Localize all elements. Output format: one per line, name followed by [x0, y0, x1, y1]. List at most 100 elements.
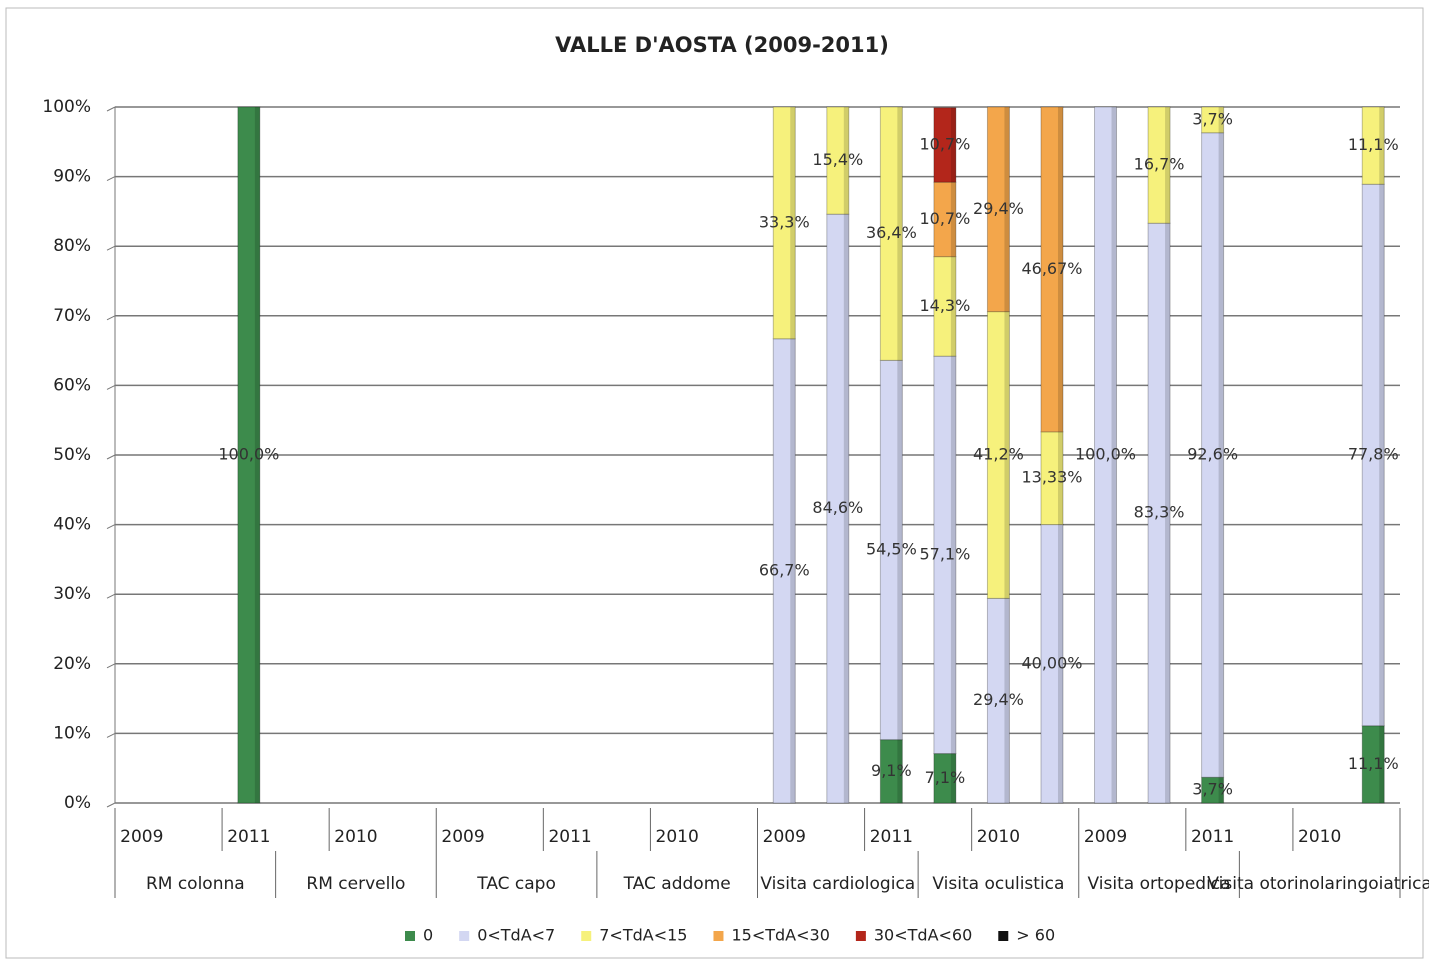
bar-shade: [1057, 107, 1063, 432]
value-label: 16,7%: [1134, 155, 1185, 174]
legend-label: 0: [423, 926, 433, 945]
bar-shade: [950, 256, 956, 357]
y-tick-label: 20%: [53, 654, 91, 674]
x-tick-label: 2010: [977, 827, 1020, 847]
bar-shade: [897, 107, 903, 361]
y-tick-label: 30%: [53, 584, 91, 604]
bar-segment: [1147, 106, 1171, 224]
value-label: 3,7%: [1192, 780, 1233, 799]
x-tick-label: 2010: [656, 827, 699, 847]
bar-segment: [933, 107, 957, 183]
group-label: RM colonna: [146, 874, 245, 894]
bar-segment: [1094, 106, 1118, 804]
value-label: 33,3%: [759, 212, 810, 231]
bar-shade: [1379, 725, 1385, 803]
bar-shade: [254, 107, 260, 803]
value-label: 77,8%: [1348, 445, 1399, 464]
bar-segment: [237, 106, 261, 804]
value-label: 100,0%: [218, 445, 279, 464]
value-label: 29,4%: [973, 199, 1024, 218]
value-label: 36,4%: [866, 223, 917, 242]
bar-shade: [790, 107, 796, 339]
x-tick-label: 2011: [1191, 827, 1234, 847]
value-label: 100,0%: [1075, 445, 1136, 464]
y-tick-label: 10%: [53, 723, 91, 743]
group-label: Visita cardiologica: [760, 874, 915, 894]
value-label: 83,3%: [1134, 503, 1185, 522]
value-label: 66,7%: [759, 560, 810, 579]
y-tick-label: 0%: [64, 793, 91, 813]
legend-label: > 60: [1016, 926, 1055, 945]
bar-shade: [1004, 107, 1010, 312]
bar-shade: [1004, 311, 1010, 599]
x-tick-label: 2010: [1298, 827, 1341, 847]
value-label: 57,1%: [919, 544, 970, 563]
bar-shade: [897, 360, 903, 740]
legend-swatch: [459, 931, 470, 941]
group-label: Visita otorinolaringoiatrica: [1207, 874, 1429, 894]
value-label: 9,1%: [871, 761, 912, 780]
value-label: 15,4%: [812, 150, 863, 169]
legend-swatch: [998, 931, 1009, 941]
bar-shade: [897, 739, 903, 803]
bar-segment: [772, 106, 796, 340]
legend-swatch: [405, 931, 415, 941]
y-tick: [106, 593, 116, 599]
value-label: 11,1%: [1348, 754, 1399, 773]
bar-shade: [1165, 107, 1171, 224]
y-tick: [106, 384, 116, 390]
bar-shade: [843, 214, 849, 803]
y-tick: [106, 106, 116, 112]
y-tick-label: 80%: [53, 236, 91, 256]
value-label: 29,4%: [973, 690, 1024, 709]
bar-shade: [950, 753, 956, 803]
value-label: 10,7%: [919, 134, 970, 153]
chart-title: VALLE D'AOSTA (2009-2011): [555, 33, 889, 57]
y-tick: [106, 176, 116, 182]
legend-swatch: [581, 931, 592, 941]
bar-shade: [1218, 132, 1224, 778]
bar-shade: [950, 107, 956, 183]
y-tick-label: 70%: [53, 306, 91, 326]
x-tick-label: 2009: [1084, 827, 1127, 847]
bar-shade: [1218, 107, 1224, 133]
bar-segment: [1201, 106, 1225, 134]
y-tick-label: 50%: [53, 445, 91, 465]
y-tick-label: 40%: [53, 515, 91, 535]
bar-shade: [843, 107, 849, 215]
legend-swatch: [855, 931, 866, 941]
value-label: 11,1%: [1348, 135, 1399, 154]
legend-label: 0<TdA<7: [477, 926, 555, 945]
value-label: 46,67%: [1021, 259, 1082, 278]
y-tick-label: 90%: [53, 167, 91, 187]
y-tick: [106, 315, 116, 321]
bar-shade: [790, 338, 796, 803]
bar-shade: [1057, 431, 1063, 525]
bar-segment: [1361, 106, 1385, 185]
bar-shade: [1111, 107, 1117, 803]
group-label: RM cervello: [306, 874, 405, 894]
legend-label: 7<TdA<15: [599, 926, 687, 945]
bar-shade: [1379, 184, 1385, 726]
value-label: 54,5%: [866, 540, 917, 559]
y-tick-label: 100%: [42, 97, 91, 117]
bar-shade: [950, 182, 956, 257]
bar-segment: [986, 106, 1010, 313]
value-label: 10,7%: [919, 209, 970, 228]
bar-shade: [1057, 524, 1063, 803]
x-tick-label: 2011: [227, 827, 270, 847]
bar-shade: [1004, 598, 1010, 803]
y-tick: [106, 454, 116, 460]
group-label: Visita oculistica: [932, 874, 1064, 894]
value-label: 3,7%: [1192, 109, 1233, 128]
bar-shade: [950, 356, 956, 754]
group-label: TAC addome: [623, 874, 731, 894]
x-tick-label: 2011: [548, 827, 591, 847]
group-label: TAC capo: [476, 874, 556, 894]
y-tick: [106, 663, 116, 669]
value-label: 92,6%: [1187, 445, 1238, 464]
y-tick: [106, 245, 116, 251]
value-label: 41,2%: [973, 445, 1024, 464]
x-tick-label: 2009: [441, 827, 484, 847]
